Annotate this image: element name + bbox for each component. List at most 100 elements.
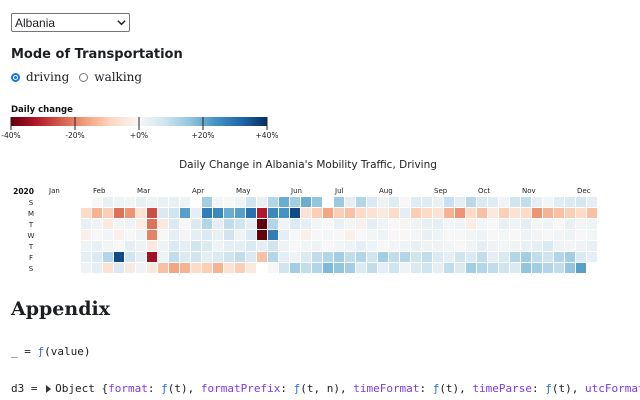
heatmap-cell	[92, 208, 102, 218]
heatmap-cell	[191, 263, 201, 273]
heatmap-cell	[103, 241, 113, 251]
heatmap-cell	[103, 219, 113, 229]
heatmap-cell	[301, 208, 311, 218]
heatmap-cell	[576, 230, 586, 240]
heatmap-cell	[433, 252, 443, 262]
heatmap-cell	[312, 197, 322, 207]
code-d3-sig: (t, n),	[300, 382, 354, 395]
heatmap-cell	[312, 252, 322, 262]
heatmap-cell	[455, 219, 465, 229]
heatmap-cell	[257, 252, 267, 262]
heatmap-cell	[279, 263, 289, 273]
month-label: Jun	[290, 187, 302, 195]
heatmap-cell	[499, 219, 509, 229]
radio-walking[interactable]: walking	[79, 70, 142, 84]
heatmap-cell	[521, 219, 531, 229]
month-label: Jul	[334, 187, 344, 195]
heatmap-cell	[444, 208, 454, 218]
heatmap-cell	[169, 230, 179, 240]
heatmap-cell	[301, 252, 311, 262]
heatmap-cell	[510, 197, 520, 207]
heatmap-cell	[92, 263, 102, 273]
code-d3-sig: (t),	[439, 382, 473, 395]
code-line-underscore: _ = ƒ(value)	[11, 345, 90, 358]
heatmap-cell	[169, 252, 179, 262]
heatmap-cell	[587, 230, 597, 240]
heatmap-cell	[378, 241, 388, 251]
heatmap-cell	[389, 197, 399, 207]
heatmap-cell	[290, 208, 300, 218]
radio-walking-dot[interactable]	[79, 72, 89, 82]
code-d3-key: timeFormat	[353, 382, 420, 395]
heatmap-cell	[422, 230, 432, 240]
heatmap-cell	[466, 263, 476, 273]
expand-triangle-icon[interactable]	[46, 385, 52, 393]
heatmap-cell	[444, 263, 454, 273]
radio-driving[interactable]: driving	[11, 70, 69, 84]
month-label: Apr	[192, 187, 204, 195]
heatmap-cell	[499, 241, 509, 251]
month-label: Dec	[577, 187, 591, 195]
heatmap-cell	[587, 197, 597, 207]
code-d3-object: Object {	[55, 382, 109, 395]
code-underscore-args: (value)	[44, 345, 91, 358]
heatmap-cell	[147, 252, 157, 262]
heatmap-cell	[114, 219, 124, 229]
heatmap-cell	[213, 241, 223, 251]
heatmap-cell	[268, 252, 278, 262]
heatmap-cell	[411, 252, 421, 262]
heatmap-cell	[191, 219, 201, 229]
heatmap-cell	[301, 230, 311, 240]
heatmap-cell	[400, 230, 410, 240]
heatmap-cell	[477, 252, 487, 262]
heatmap-cell	[433, 230, 443, 240]
heatmap-cell	[323, 252, 333, 262]
heatmap-cell	[466, 252, 476, 262]
heatmap-cell	[488, 219, 498, 229]
heatmap-cell	[290, 197, 300, 207]
heatmap-cell	[169, 219, 179, 229]
heatmap-cell	[246, 263, 256, 273]
chart-title-wrap: Daily Change in Albania's Mobility Traff…	[179, 159, 437, 171]
heatmap-cell	[290, 230, 300, 240]
heatmap-cell	[158, 252, 168, 262]
heatmap-cell	[290, 263, 300, 273]
heatmap-cell	[411, 219, 421, 229]
heatmap-cell	[312, 263, 322, 273]
heatmap-cell	[235, 230, 245, 240]
heatmap-cell	[147, 219, 157, 229]
code-line-d3: d3 = Object {format: ƒ(t), formatPrefix:…	[11, 382, 640, 395]
heatmap-cell	[114, 197, 124, 207]
heatmap-cell	[499, 208, 509, 218]
heatmap-cell	[180, 252, 190, 262]
heatmap-cell	[224, 241, 234, 251]
heatmap-cell	[389, 252, 399, 262]
heatmap-cell	[235, 263, 245, 273]
heatmap-cell	[444, 252, 454, 262]
heatmap-cell	[279, 208, 289, 218]
chevron-down-icon	[117, 20, 126, 26]
heatmap-cell	[367, 241, 377, 251]
heatmap-cell	[356, 263, 366, 273]
heatmap-cell	[180, 219, 190, 229]
heatmap-cell	[301, 263, 311, 273]
heatmap-cell	[114, 263, 124, 273]
heatmap-cell	[543, 197, 553, 207]
heatmap-cell	[158, 208, 168, 218]
day-label: T	[28, 243, 34, 251]
heatmap-cell	[81, 230, 91, 240]
heatmap-cell	[411, 208, 421, 218]
heatmap-cell	[224, 219, 234, 229]
heatmap-cell	[345, 230, 355, 240]
month-label: Feb	[93, 187, 106, 195]
heatmap-cell	[235, 219, 245, 229]
color-legend: Daily change -40% -20% +0% +20% +40%	[1, 105, 278, 140]
heatmap-cell	[543, 241, 553, 251]
radio-driving-dot[interactable]	[11, 72, 20, 82]
heatmap-cell	[587, 219, 597, 229]
country-select[interactable]: Albania	[11, 13, 130, 32]
heatmap-cell	[565, 252, 575, 262]
heatmap-cell	[202, 197, 212, 207]
code-underscore-fn: ƒ	[37, 345, 45, 358]
heatmap-cell	[257, 208, 267, 218]
